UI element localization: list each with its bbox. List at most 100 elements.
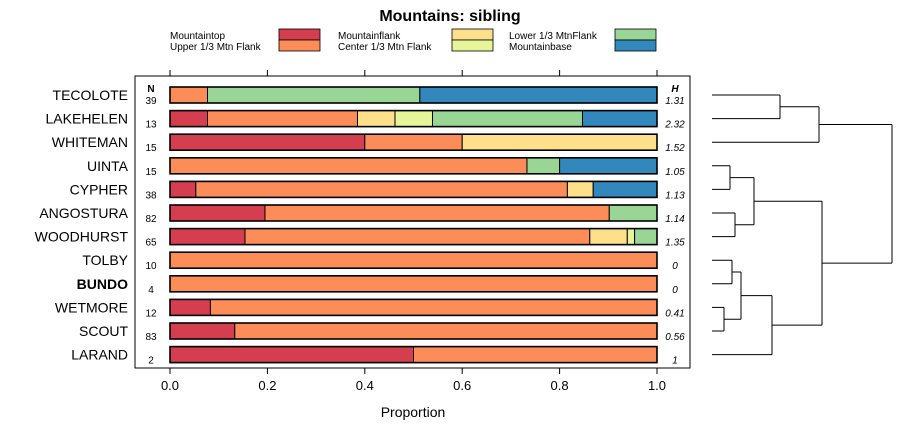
bar-segment-woodhurst-0 <box>169 228 246 246</box>
bar-segment-tolby-1 <box>169 251 658 269</box>
bar-segment-angostura-4 <box>608 204 658 222</box>
bar-segment-larand-0 <box>169 346 414 364</box>
row-labels-group: TECOLOTE 39 1.31 LAKEHELEN 13 2.32 WHITEMAN 15 1… <box>35 87 685 367</box>
h-value-larand: 1 <box>672 356 678 367</box>
bars-group <box>169 86 658 364</box>
n-value-cypher: 38 <box>145 190 157 201</box>
n-value-tecolote: 39 <box>145 96 157 107</box>
n-value-wetmore: 12 <box>145 308 157 319</box>
bar-outline-cypher <box>169 180 658 199</box>
h-header: H <box>671 84 679 95</box>
x-tick-label: 0.2 <box>258 378 276 393</box>
legend-label-mountaintop: Mountaintop <box>170 31 225 42</box>
x-tick-label: 0.4 <box>356 378 374 393</box>
dendrogram <box>712 94 893 356</box>
bar-outline-tecolote <box>169 86 658 104</box>
bar-outline-whiteman <box>169 133 658 151</box>
bar-segment-tecolote-1 <box>169 86 208 104</box>
n-value-scout: 83 <box>145 332 157 343</box>
x-tick-label: 1.0 <box>648 378 666 393</box>
bar-segment-cypher-2 <box>566 180 594 198</box>
bar-outline-uinta <box>169 157 658 175</box>
category-label-woodhurst: WOODHURST <box>35 229 129 245</box>
bar-segment-lakehelen-4 <box>431 110 583 128</box>
bar-segment-lakehelen-3 <box>394 110 433 128</box>
x-tick-label: 0.6 <box>453 378 471 393</box>
category-label-tecolote: TECOLOTE <box>53 87 128 103</box>
bar-segment-woodhurst-1 <box>244 228 591 246</box>
x-tick-label: 0.8 <box>551 378 569 393</box>
bar-segment-woodhurst-2 <box>589 228 628 246</box>
bar-segment-bundo-1 <box>169 275 658 293</box>
n-value-woodhurst: 65 <box>145 238 157 249</box>
legend-swatch-lower-1-3-mtnflank <box>614 28 657 41</box>
category-label-scout: SCOUT <box>79 323 128 339</box>
bar-outline-wetmore <box>169 298 658 317</box>
category-label-larand: LARAND <box>71 347 128 363</box>
h-value-whiteman: 1.52 <box>665 143 685 154</box>
bar-segment-cypher-5 <box>592 180 658 198</box>
category-label-angostura: ANGOSTURA <box>39 205 128 221</box>
bar-outline-larand <box>169 345 658 364</box>
n-value-tolby: 10 <box>145 261 157 272</box>
h-value-lakehelen: 2.32 <box>664 120 685 131</box>
bar-segment-cypher-1 <box>195 180 568 198</box>
h-value-tolby: 0 <box>672 261 678 272</box>
legend-swatch-mountaintop <box>278 28 321 41</box>
n-value-whiteman: 15 <box>145 143 157 154</box>
bar-outline-woodhurst <box>169 227 658 246</box>
bar-outline-bundo <box>169 274 658 293</box>
bar-segment-whiteman-1 <box>364 133 463 151</box>
h-value-uinta: 1.05 <box>665 167 685 178</box>
bar-segment-lakehelen-5 <box>581 110 658 128</box>
bar-segment-wetmore-0 <box>169 298 211 316</box>
bar-segment-lakehelen-0 <box>169 110 208 128</box>
bar-outline-scout <box>169 322 658 340</box>
bar-segment-uinta-1 <box>169 157 528 175</box>
plot-frame <box>134 75 691 369</box>
bar-segment-tecolote-4 <box>206 86 421 104</box>
category-label-tolby: TOLBY <box>82 252 128 268</box>
bar-segment-tecolote-5 <box>419 86 658 104</box>
n-header: N <box>147 84 154 95</box>
legend-swatch-upper-1-3-mtn-flank <box>278 39 321 52</box>
legend-label-mountainflank: Mountainflank <box>338 31 401 42</box>
x-axis-label: Proportion <box>381 404 446 420</box>
h-value-woodhurst: 1.35 <box>665 238 685 249</box>
bar-segment-uinta-4 <box>526 157 561 175</box>
bar-segment-wetmore-1 <box>209 298 658 316</box>
bar-segment-larand-1 <box>413 346 658 364</box>
bar-outline-tolby <box>169 251 658 269</box>
category-label-uinta: UINTA <box>87 158 129 174</box>
n-value-angostura: 82 <box>145 214 157 225</box>
category-label-whiteman: WHITEMAN <box>52 134 128 150</box>
x-axis: 0.0 0.2 0.4 0.6 0.8 1.0 <box>161 70 666 393</box>
h-value-wetmore: 0.41 <box>665 308 684 319</box>
category-label-cypher: CYPHER <box>70 181 128 197</box>
bar-outline-angostura <box>169 204 658 222</box>
bar-segment-woodhurst-3 <box>626 228 636 246</box>
legend-label-mountainbase: Mountainbase <box>509 42 572 53</box>
h-value-tecolote: 1.31 <box>665 96 684 107</box>
n-value-uinta: 15 <box>145 167 157 178</box>
category-label-bundo: BUNDO <box>77 276 128 292</box>
legend-label-center-1-3-mtn-flank: Center 1/3 Mtn Flank <box>338 42 432 53</box>
h-value-bundo: 0 <box>672 285 678 296</box>
h-value-scout: 0.56 <box>665 332 685 343</box>
legend-swatch-mountainbase <box>614 39 657 52</box>
bar-segment-angostura-0 <box>169 204 266 222</box>
bar-segment-woodhurst-4 <box>634 228 658 246</box>
h-value-angostura: 1.14 <box>665 214 685 225</box>
legend-label-lower-1-3-mtnflank: Lower 1/3 MtnFlank <box>509 31 598 42</box>
bar-segment-whiteman-0 <box>169 133 366 151</box>
legend-label-upper-1-3-mtn-flank: Upper 1/3 Mtn Flank <box>170 42 262 53</box>
bar-segment-lakehelen-1 <box>206 110 358 128</box>
chart-title: Mountains: sibling <box>379 8 520 25</box>
legend-swatch-mountainflank <box>451 28 494 41</box>
n-value-lakehelen: 13 <box>145 120 157 131</box>
bar-segment-scout-1 <box>234 322 658 340</box>
category-label-wetmore: WETMORE <box>55 299 128 315</box>
bar-outline-lakehelen <box>169 109 658 128</box>
